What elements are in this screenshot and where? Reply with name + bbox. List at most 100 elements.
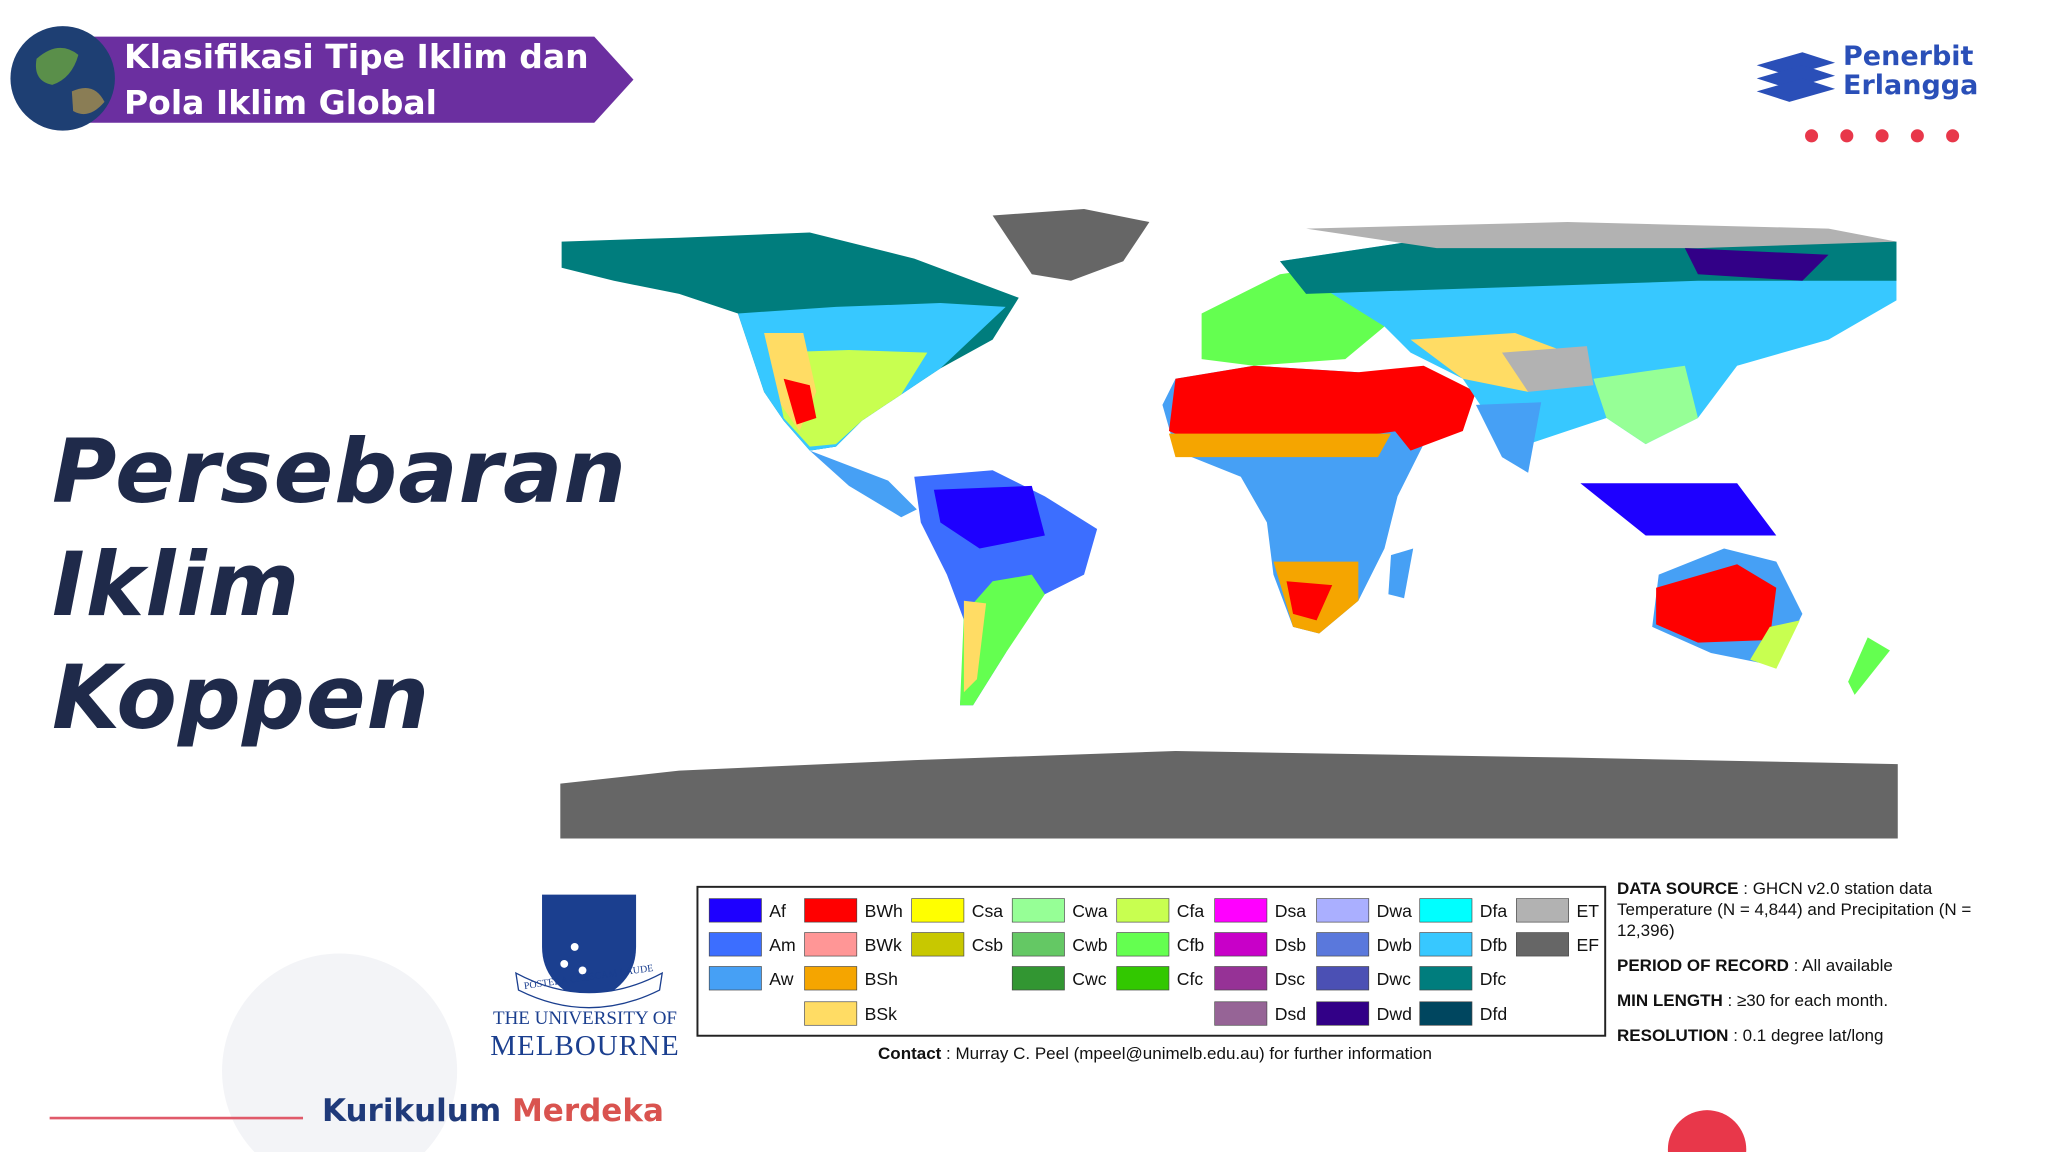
title-line: Iklim <box>52 533 301 636</box>
legend-label: Csa <box>972 901 1004 921</box>
africa-kalahari <box>1286 581 1333 621</box>
legend-label: Cfa <box>1177 901 1205 921</box>
legend-label: Dfc <box>1480 969 1507 989</box>
legend-swatch <box>1116 966 1170 991</box>
note-text: : GHCN v2.0 station data Temperature (N … <box>1617 879 1972 940</box>
legend-swatch <box>911 932 965 957</box>
antarctica <box>560 751 1898 839</box>
note: MIN LENGTH : ≥30 for each month. <box>1617 990 1987 1011</box>
note-label: DATA SOURCE <box>1617 879 1739 898</box>
legend-label: Af <box>769 901 786 921</box>
legend-swatch <box>1116 932 1170 957</box>
climate-map <box>560 195 1898 839</box>
publisher-logo <box>1756 52 1960 143</box>
header-banner <box>52 36 634 123</box>
india <box>1475 402 1542 473</box>
globe-land <box>71 87 105 115</box>
legend-label: Cwc <box>1072 969 1106 989</box>
legend-label: Dsd <box>1275 1004 1306 1024</box>
publisher-line: Erlangga <box>1843 70 1979 101</box>
legend-swatch <box>1419 1001 1473 1026</box>
university-line: MELBOURNE <box>490 1030 680 1062</box>
legend-label: Csb <box>972 935 1004 955</box>
contact: Contact : Murray C. Peel (mpeel@unimelb.… <box>700 1044 1610 1064</box>
legend-swatch <box>1214 898 1268 923</box>
legend: Af Am Aw BWh BWk BSh BSk Csa Csb Cwa Cwb Cwc Cfa Cfb C… <box>708 898 1599 1026</box>
note-label: PERIOD OF RECORD <box>1617 956 1789 975</box>
legend-label: Dwa <box>1377 901 1412 921</box>
note-text: : ≥30 for each month. <box>1727 991 1889 1010</box>
publisher-name: Penerbit Erlangga <box>1843 42 1978 100</box>
australia-east <box>1750 620 1800 669</box>
title-line: Persebaran <box>52 420 628 523</box>
legend-label: BSh <box>865 969 898 989</box>
legend-label: Dsa <box>1275 901 1307 921</box>
legend-swatch <box>1011 898 1065 923</box>
globe-land <box>35 47 79 85</box>
legend-label: Dfa <box>1480 901 1508 921</box>
legend-swatch <box>911 898 965 923</box>
greenland <box>992 208 1150 281</box>
legend-swatch <box>1011 932 1065 957</box>
na-bwh <box>783 378 817 425</box>
australia-desert <box>1656 564 1777 643</box>
brand-part: Kurikulum <box>322 1093 502 1129</box>
legend-label: Dfd <box>1480 1004 1507 1024</box>
madagascar <box>1388 548 1414 599</box>
sa-af <box>933 485 1045 549</box>
central-america <box>809 450 917 518</box>
university: THE UNIVERSITY OF MELBOURNE <box>490 1008 680 1063</box>
legend-label: Cwb <box>1072 935 1107 955</box>
slide-title: Persebaran Iklim Koppen <box>52 415 627 754</box>
legend-label: BWk <box>865 935 902 955</box>
university-line: THE UNIVERSITY OF <box>492 1008 677 1029</box>
note: DATA SOURCE : GHCN v2.0 station data Tem… <box>1617 878 1987 941</box>
legend-label: Dsb <box>1275 935 1307 955</box>
tibet <box>1502 346 1594 392</box>
legend-swatch <box>1316 898 1370 923</box>
legend-swatch <box>804 1001 858 1026</box>
contact-text: : Murray C. Peel (mpeel@unimelb.edu.au) … <box>946 1044 1432 1063</box>
sa-arid <box>963 600 987 693</box>
notes: DATA SOURCE : GHCN v2.0 station data Tem… <box>1617 878 1987 1060</box>
note: RESOLUTION : 0.1 degree lat/long <box>1617 1025 1987 1046</box>
legend-swatch <box>804 932 858 957</box>
publisher-line: Penerbit <box>1843 41 1974 72</box>
title-line: Koppen <box>52 646 431 749</box>
legend-swatch <box>1419 932 1473 957</box>
note-text: : 0.1 degree lat/long <box>1733 1026 1884 1045</box>
china-cw <box>1593 365 1698 445</box>
footer-brand: Kurikulum Merdeka <box>322 1093 664 1129</box>
legend-label: Dwc <box>1377 969 1411 989</box>
legend-label: Aw <box>769 969 793 989</box>
arabia <box>1358 365 1476 451</box>
legend-label: Dwd <box>1377 1004 1412 1024</box>
africa-sahel <box>1168 433 1391 458</box>
legend-swatch <box>1214 1001 1268 1026</box>
legend-swatch <box>1316 932 1370 957</box>
deco-circle <box>222 953 458 1152</box>
legend-swatch <box>1419 898 1473 923</box>
legend-swatch <box>1214 932 1268 957</box>
legend-label: EF <box>1576 935 1599 955</box>
legend-label: Am <box>769 935 795 955</box>
legend-swatch <box>1419 966 1473 991</box>
legend-swatch <box>1011 966 1065 991</box>
legend-label: Dfb <box>1480 935 1508 955</box>
legend-label: Cwa <box>1072 901 1107 921</box>
legend-swatch <box>804 898 858 923</box>
note-label: RESOLUTION <box>1617 1026 1729 1045</box>
legend-label: Dsc <box>1275 969 1306 989</box>
asia-et <box>1306 222 1897 249</box>
note-text: : All available <box>1793 956 1893 975</box>
university-crest <box>515 894 664 1009</box>
legend-swatch <box>1116 898 1170 923</box>
brand-part: Merdeka <box>511 1093 664 1129</box>
artwork: Af Am Aw BWh BWk BSh BSk Csa Csb Cwa Cwb Cwc Cfa Cfb C… <box>10 26 1960 1152</box>
legend-swatch <box>1316 966 1370 991</box>
note: PERIOD OF RECORD : All available <box>1617 955 1987 976</box>
deco-circle <box>1667 1110 1747 1152</box>
legend-swatch <box>804 966 858 991</box>
new-zealand <box>1848 637 1890 695</box>
